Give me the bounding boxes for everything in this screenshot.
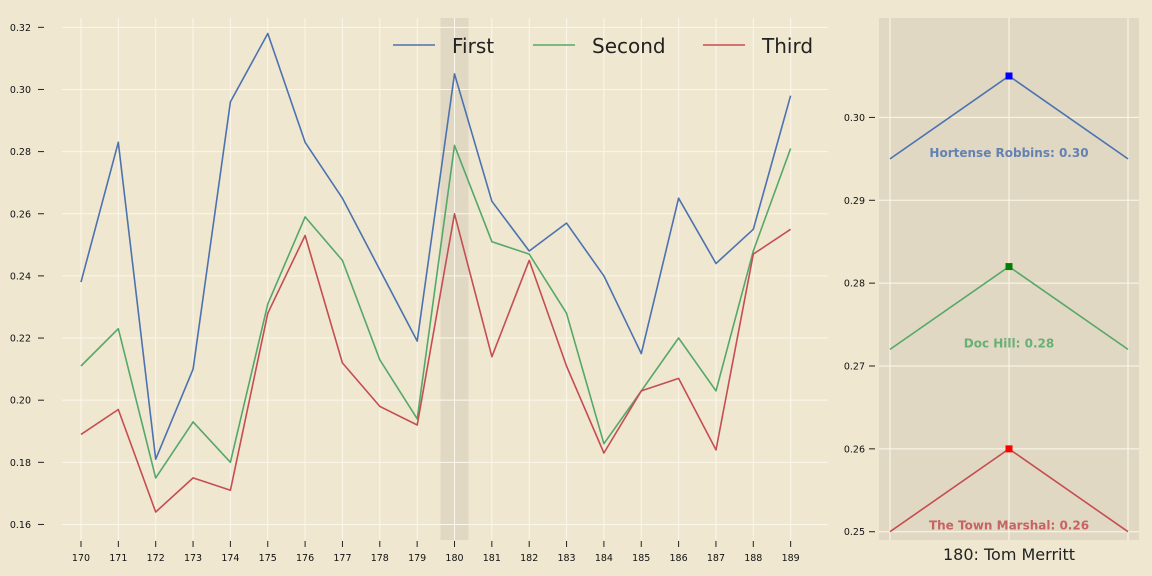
x-tick-label: 179 xyxy=(408,553,426,564)
y-tick-label: 0.18 xyxy=(10,458,31,469)
y-tick-label: 0.16 xyxy=(10,520,31,531)
x-tick-label: 170 xyxy=(72,553,90,564)
x-tick-label: 184 xyxy=(595,553,613,564)
x-tick-label: 181 xyxy=(483,553,501,564)
x-tick-label: 177 xyxy=(333,553,351,564)
legend: First Second Third xyxy=(393,34,813,58)
y-tick-label: 0.20 xyxy=(10,396,31,407)
x-tick-label: 175 xyxy=(259,553,277,564)
detail-y-tick-label: 0.26 xyxy=(844,444,865,455)
y-tick-label: 0.22 xyxy=(10,334,31,345)
detail-chart: 0.25 0.26 0.27 0.28 0.29 0.30 Hortense Robbins… xyxy=(844,18,1139,564)
x-tick-label: 171 xyxy=(109,553,127,564)
y-tick-label: 0.32 xyxy=(10,23,31,34)
detail-point-marker xyxy=(1005,263,1013,271)
legend-label-third: Third xyxy=(761,34,813,58)
legend-label-first: First xyxy=(452,34,494,58)
x-tick-label: 185 xyxy=(632,553,650,564)
main-chart: 0.16 0.18 0.20 0.22 0.24 0.26 0.28 0.30 0.32 170 1… xyxy=(10,18,828,564)
x-tick-label: 180 xyxy=(445,553,463,564)
detail-point-marker xyxy=(1005,72,1013,80)
series-line-third xyxy=(80,213,792,513)
x-tick-label: 183 xyxy=(557,553,575,564)
x-tick-label: 187 xyxy=(707,553,725,564)
series-line-first xyxy=(80,32,792,461)
detail-y-tick-label: 0.29 xyxy=(844,196,865,207)
x-tick-label: 182 xyxy=(520,553,538,564)
detail-point-label: Doc Hill: 0.28 xyxy=(964,336,1054,350)
detail-y-tick-label: 0.25 xyxy=(844,527,865,538)
series-line-second xyxy=(80,144,792,479)
detail-title: 180: Tom Merritt xyxy=(943,545,1075,564)
x-tick-label: 188 xyxy=(744,553,762,564)
detail-point-label: Hortense Robbins: 0.30 xyxy=(929,146,1088,160)
y-tick-label: 0.28 xyxy=(10,147,31,158)
x-tick-label: 173 xyxy=(184,553,202,564)
x-tick-label: 178 xyxy=(371,553,389,564)
x-tick-label: 186 xyxy=(670,553,688,564)
x-tick-label: 172 xyxy=(147,553,165,564)
detail-point-label: The Town Marshal: 0.26 xyxy=(929,519,1089,533)
y-tick-label: 0.24 xyxy=(10,271,31,282)
detail-y-tick-label: 0.30 xyxy=(844,113,865,124)
detail-point-marker xyxy=(1005,445,1013,453)
y-tick-label: 0.30 xyxy=(10,85,31,96)
detail-y-tick-label: 0.27 xyxy=(844,362,865,373)
x-tick-label: 189 xyxy=(782,553,800,564)
detail-y-tick-label: 0.28 xyxy=(844,279,865,290)
x-tick-label: 176 xyxy=(296,553,314,564)
y-tick-label: 0.26 xyxy=(10,209,31,220)
x-tick-label: 174 xyxy=(221,553,239,564)
legend-label-second: Second xyxy=(592,34,666,58)
